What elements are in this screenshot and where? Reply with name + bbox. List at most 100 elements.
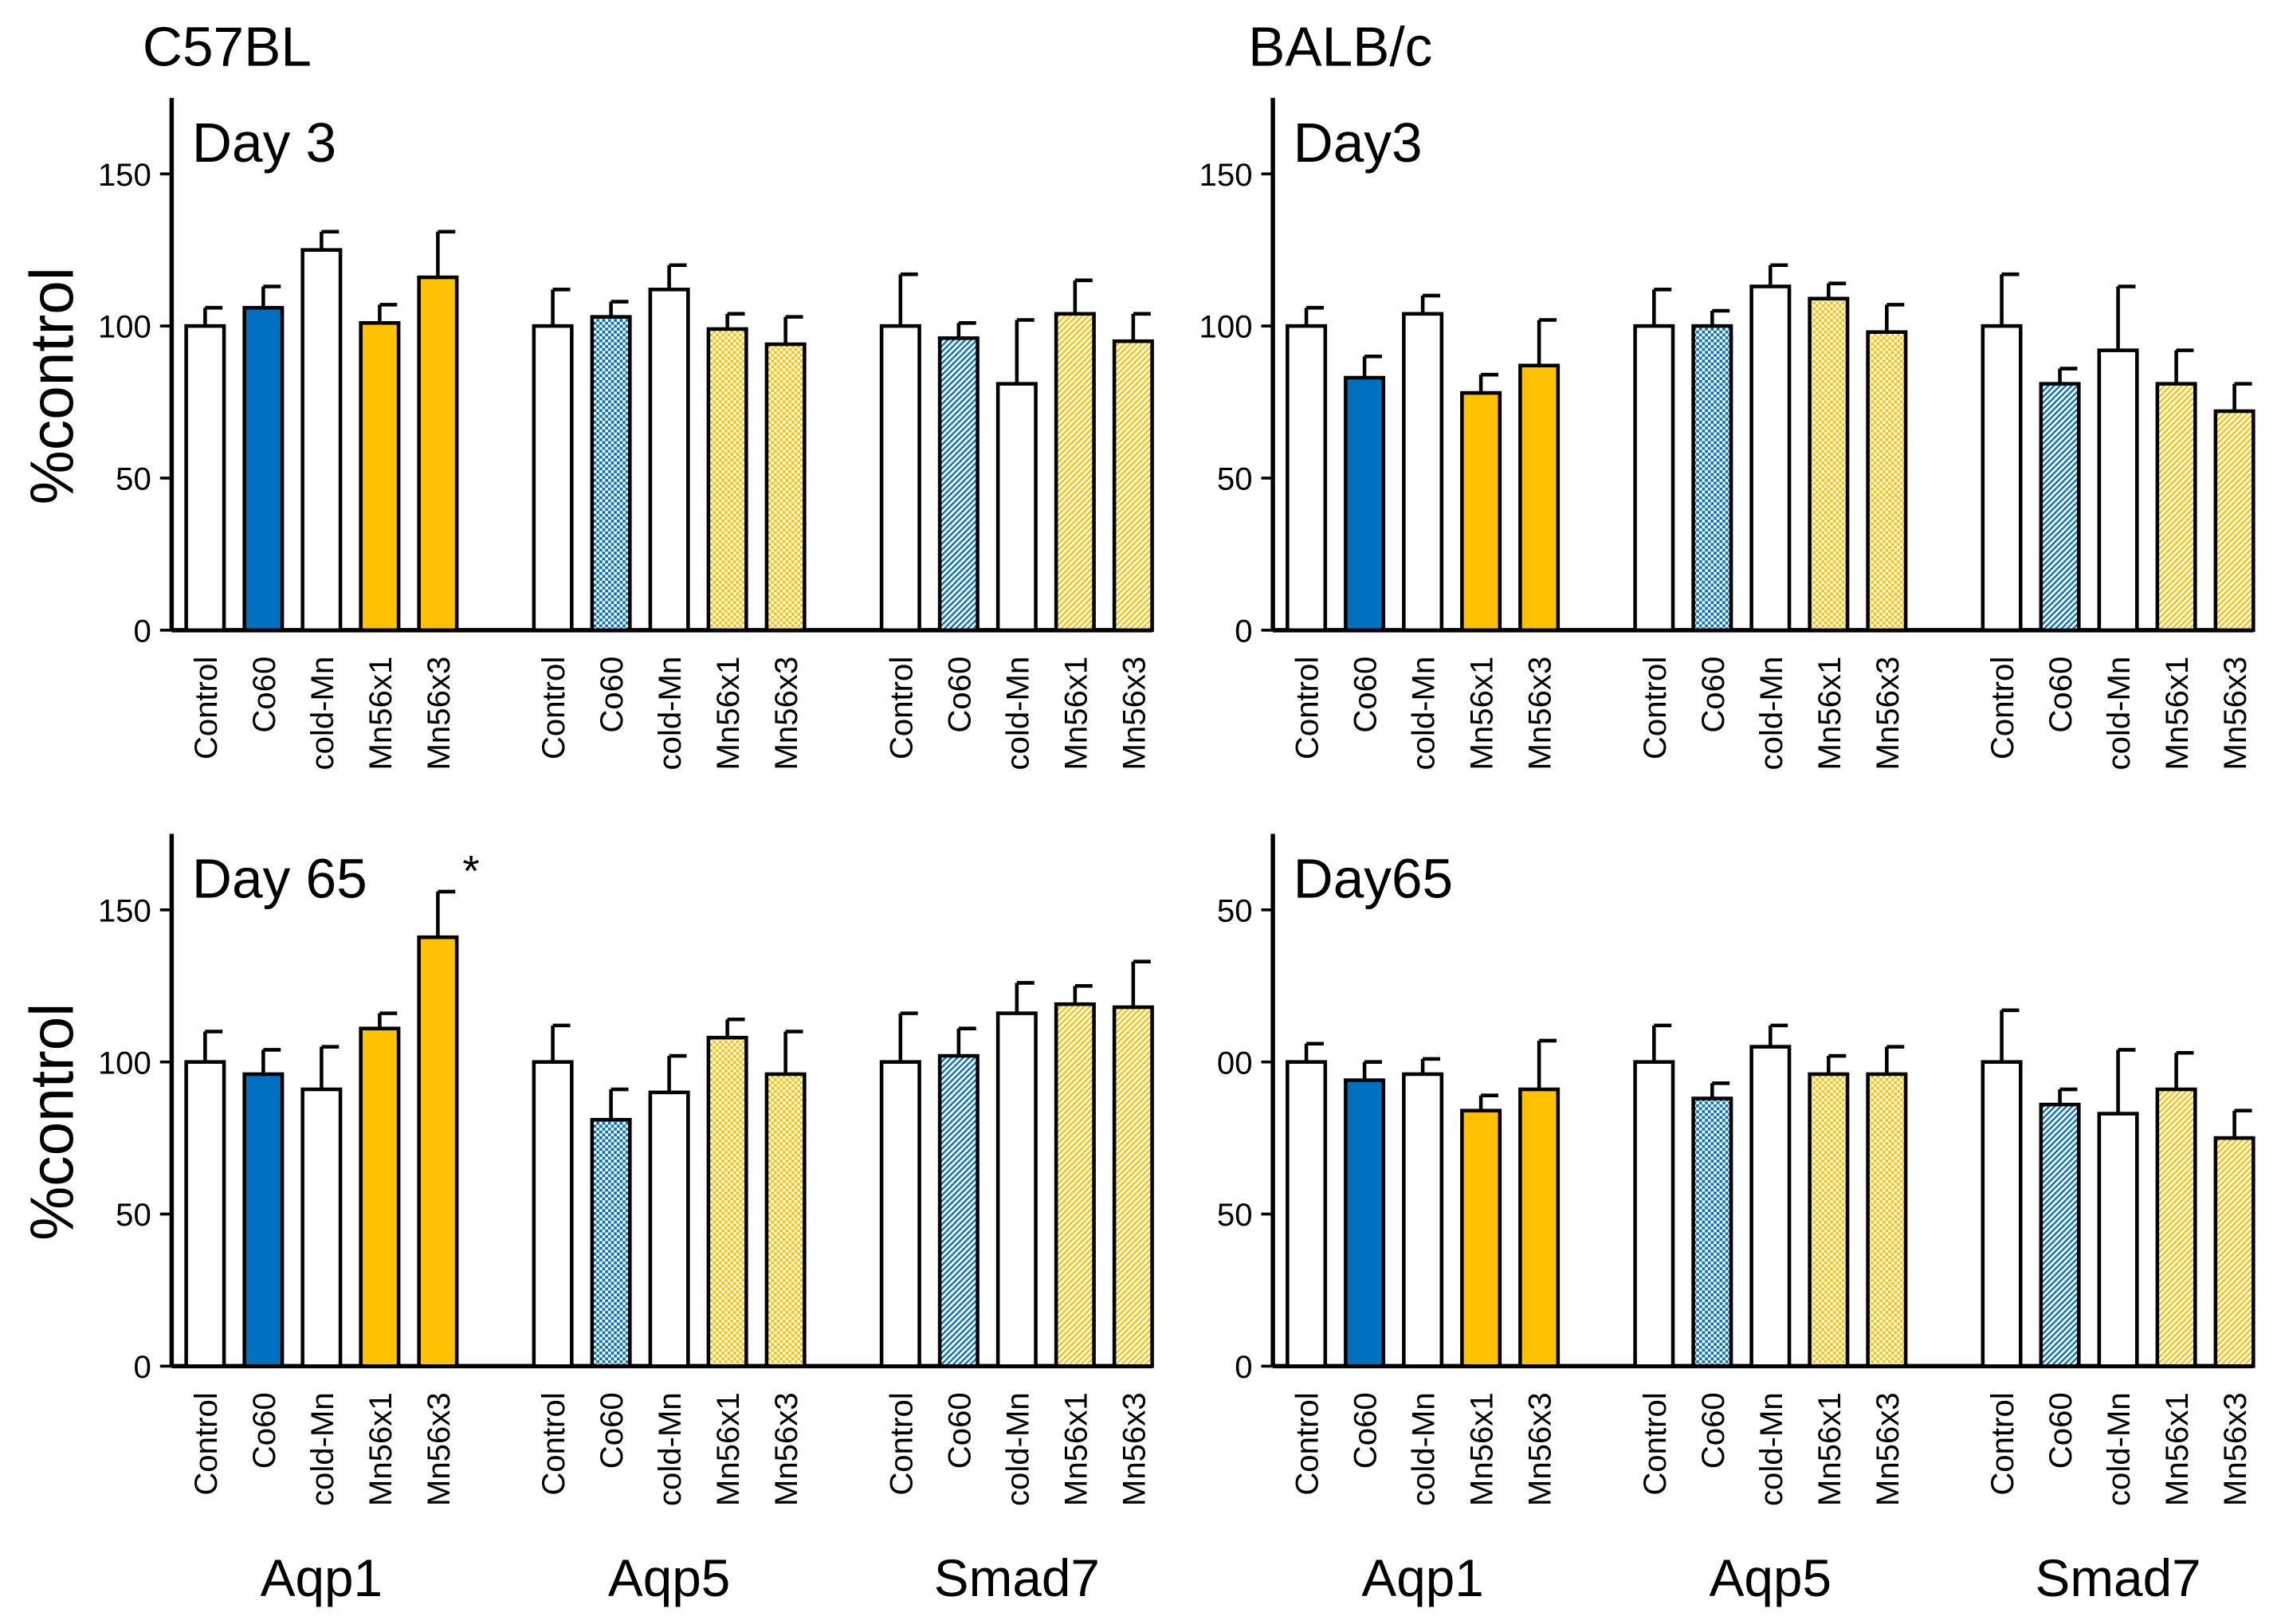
x-tick-label: Co60 <box>941 1392 977 1469</box>
bar <box>1518 363 1561 633</box>
x-tick-label: cold-Mn <box>999 657 1035 771</box>
bar <box>1402 312 1444 633</box>
x-tick-label: cold-Mn <box>1406 1392 1442 1506</box>
x-tick-label: cold-Mn <box>1406 657 1442 771</box>
bar <box>1691 1096 1733 1368</box>
group-label: Aqp1 <box>1361 1549 1483 1607</box>
y-tick-label: 0 <box>1235 1349 1252 1385</box>
error-bar <box>609 300 629 317</box>
error-bar <box>436 889 456 938</box>
error-bar <box>609 1087 629 1120</box>
bar <box>995 1011 1038 1368</box>
error-bar <box>898 272 918 327</box>
y-tick-label: 50 <box>1217 892 1253 928</box>
error-bar <box>956 1026 976 1057</box>
bar <box>1749 1045 1792 1368</box>
bar <box>532 324 574 633</box>
error-bar <box>1478 1093 1499 1111</box>
x-tick-label: cold-Mn <box>1753 1392 1789 1506</box>
x-tick-label: Co60 <box>246 657 282 733</box>
bar <box>359 1026 401 1368</box>
x-tick-label: Mn56x3 <box>1522 657 1558 771</box>
bar <box>1518 1087 1561 1368</box>
bar <box>242 305 285 633</box>
x-tick-label: Control <box>188 657 224 759</box>
x-tick-label: Co60 <box>1348 1392 1384 1469</box>
error-bar <box>1420 1057 1441 1074</box>
x-tick-label: Control <box>1290 1392 1325 1495</box>
error-bar <box>1537 1038 1557 1090</box>
bar <box>995 382 1038 633</box>
bar <box>1286 324 1328 633</box>
bar <box>1460 1108 1502 1368</box>
x-tick-label: Mn56x1 <box>1464 1392 1500 1506</box>
bar <box>1344 1078 1386 1368</box>
bar <box>1054 312 1096 633</box>
group-label: Smad7 <box>934 1549 1100 1607</box>
error-bar <box>2232 1108 2252 1139</box>
x-tick-label: cold-Mn <box>304 1392 340 1506</box>
y-tick-label: 0 <box>133 613 151 649</box>
x-tick-label: Control <box>883 657 919 759</box>
x-tick-label: Mn56x3 <box>1116 657 1152 771</box>
error-bar <box>2000 1008 2020 1062</box>
error-bar <box>2058 367 2078 384</box>
bar <box>1633 324 1675 633</box>
x-tick-label: cold-Mn <box>652 657 688 771</box>
bar <box>2097 348 2139 633</box>
x-tick-label: Co60 <box>594 657 630 733</box>
x-tick-label: Control <box>1637 1392 1673 1495</box>
x-tick-label: Mn56x3 <box>2217 657 2253 771</box>
error-bar <box>1827 281 1847 299</box>
bar <box>300 1087 343 1368</box>
error-bar <box>1131 312 1151 342</box>
x-tick-label: Mn56x1 <box>363 657 398 771</box>
error-bar <box>898 1011 918 1062</box>
bar <box>1286 1060 1328 1368</box>
y-tick-label: 50 <box>116 1197 151 1233</box>
error-bar <box>1362 354 1382 378</box>
x-tick-label: Control <box>1637 657 1673 759</box>
error-bar <box>783 315 803 345</box>
bar <box>2155 1087 2197 1368</box>
error-bar <box>2174 1050 2194 1090</box>
y-tick-label: 150 <box>1199 157 1253 193</box>
error-bar <box>2000 272 2020 327</box>
column-title: C57BL <box>143 16 312 78</box>
error-bar <box>2232 382 2252 411</box>
bar <box>1112 339 1154 633</box>
bar <box>359 321 401 633</box>
x-tick-label: cold-Mn <box>999 1392 1035 1506</box>
x-tick-label: Mn56x1 <box>1464 657 1500 771</box>
error-bar <box>1362 1060 1382 1081</box>
x-tick-label: Mn56x3 <box>421 657 457 771</box>
error-bar <box>1015 981 1034 1014</box>
bar <box>1112 1005 1154 1368</box>
bar <box>706 1035 748 1368</box>
x-tick-label: Mn56x1 <box>1812 1392 1847 1506</box>
y-axis-label: %control <box>18 267 86 504</box>
bar <box>1749 284 1792 633</box>
bar <box>879 1060 921 1368</box>
error-bar <box>1769 1023 1788 1047</box>
bar <box>1460 390 1502 633</box>
x-tick-label: Mn56x1 <box>2159 1392 2195 1506</box>
error-bar <box>1652 1023 1672 1062</box>
bar <box>242 1072 285 1368</box>
bar <box>417 275 459 633</box>
x-tick-label: cold-Mn <box>2101 657 2137 771</box>
error-bar <box>1885 303 1905 332</box>
error-bar <box>551 288 571 327</box>
error-bar <box>1827 1053 1847 1074</box>
bar <box>1866 1072 1908 1368</box>
bar <box>184 324 226 633</box>
x-tick-label: Co60 <box>2043 1392 2079 1469</box>
x-tick-label: Mn56x1 <box>710 1392 746 1506</box>
panel-label: Day3 <box>1294 112 1423 174</box>
y-tick-label: 50 <box>1217 461 1253 497</box>
y-axis-label: %control <box>18 1003 86 1241</box>
x-tick-label: Mn56x3 <box>1870 657 1906 771</box>
x-tick-label: Control <box>883 1392 919 1495</box>
